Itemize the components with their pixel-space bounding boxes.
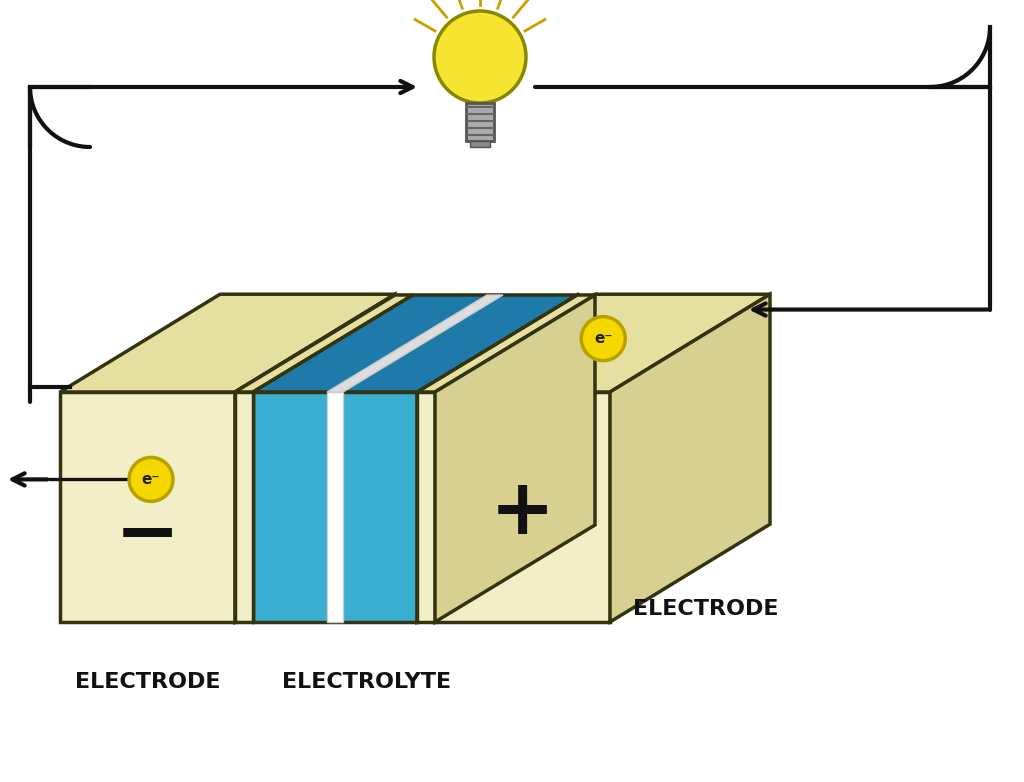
Text: e⁻: e⁻ [141,472,160,487]
Polygon shape [470,141,490,147]
Text: −: − [115,497,180,572]
Polygon shape [234,294,395,622]
Polygon shape [417,392,435,622]
Polygon shape [466,103,494,141]
Polygon shape [435,295,595,622]
Polygon shape [395,295,595,525]
Polygon shape [327,295,503,392]
Polygon shape [60,294,395,392]
Text: e⁻: e⁻ [594,331,612,346]
Circle shape [582,317,626,361]
Text: ELECTRODE: ELECTRODE [75,672,220,692]
Text: +: + [489,474,555,550]
Polygon shape [435,392,610,622]
Text: ELECTROLYTE: ELECTROLYTE [283,672,452,692]
Polygon shape [435,294,770,392]
Polygon shape [60,392,234,622]
Polygon shape [417,295,577,622]
Polygon shape [253,295,577,392]
Polygon shape [234,295,413,392]
Polygon shape [253,392,417,622]
Text: ELECTRODE: ELECTRODE [633,599,778,619]
Polygon shape [327,392,343,622]
Polygon shape [610,294,770,622]
Polygon shape [417,295,595,392]
Circle shape [129,457,173,501]
Polygon shape [234,392,253,622]
Circle shape [434,11,526,103]
